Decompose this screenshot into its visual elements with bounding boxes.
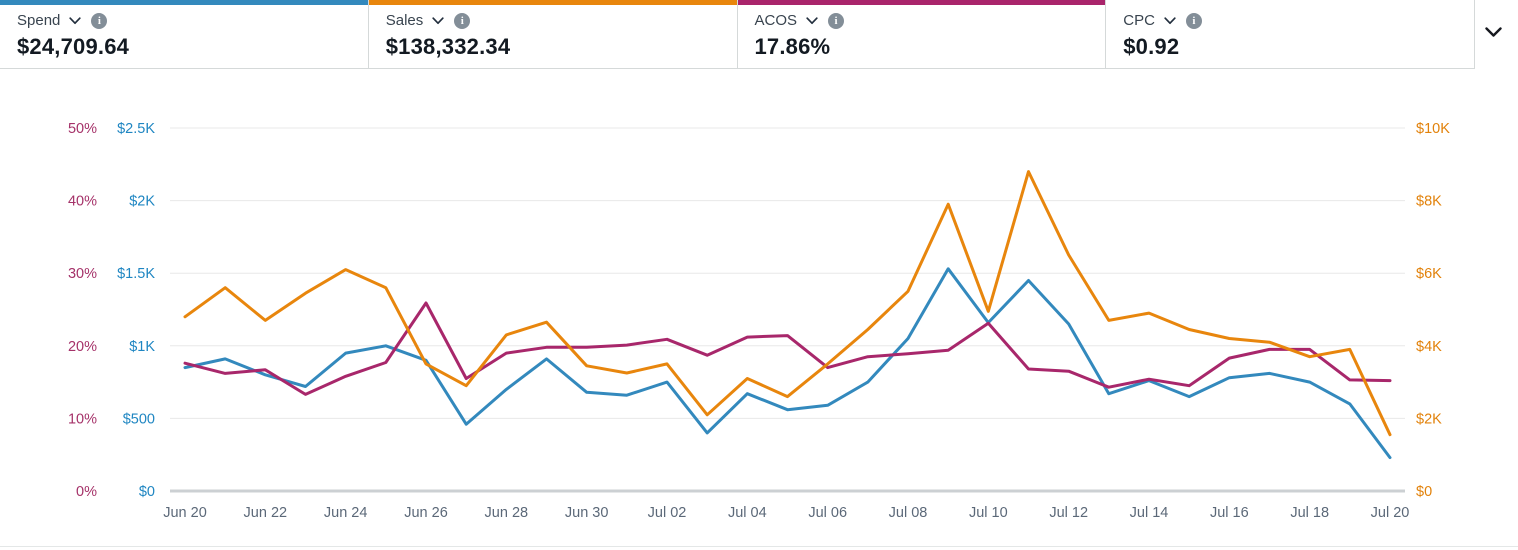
sales-line: [183, 170, 1392, 437]
x-tick-label: Jul 04: [728, 505, 767, 521]
acos-line: [183, 301, 1392, 396]
metric-value: $0.92: [1123, 34, 1180, 59]
metric-dropdown[interactable]: Spend: [17, 11, 82, 31]
metric-card-spend: Spend i $24,709.64: [0, 0, 369, 69]
chevron-down-icon: [432, 17, 444, 25]
y-tick-left_dollar: $1K: [129, 339, 155, 355]
x-tick-label: Jul 10: [969, 505, 1008, 521]
metric-card-acos: ACOS i 17.86%: [737, 0, 1107, 69]
x-tick-label: Jun 24: [324, 505, 368, 521]
y-tick-left_dollar: $2.5K: [117, 121, 155, 137]
x-tick-label: Jun 28: [485, 505, 529, 521]
x-tick-label: Jul 18: [1290, 505, 1329, 521]
metric-card-sales: Sales i $138,332.34: [368, 0, 738, 69]
y-tick-left_percent: 30%: [68, 266, 97, 282]
info-icon[interactable]: i: [1185, 13, 1202, 29]
x-tick-label: Jun 26: [404, 505, 448, 521]
x-tick-label: Jul 12: [1049, 505, 1088, 521]
y-tick-left_dollar: $1.5K: [117, 266, 155, 282]
metric-card-cpc: CPC i $0.92: [1106, 0, 1475, 69]
performance-chart: 0% 10% 20% 30% 40% 50% $0 $500 $1K $1.5K $2K $2.5K $…: [0, 80, 1518, 550]
y-tick-left_percent: 40%: [68, 194, 97, 210]
x-tick-label: Jul 16: [1210, 505, 1249, 521]
metric-cards: Spend i $24,709.64 Sales i: [0, 0, 1475, 69]
metric-label: Sales: [385, 12, 424, 29]
y-tick-right_dollar: $4K: [1416, 339, 1442, 355]
metrics-bar: Spend i $24,709.64 Sales i: [0, 0, 1518, 70]
collapse-chart-button[interactable]: [1483, 24, 1504, 43]
metric-value: $138,332.34: [385, 34, 511, 59]
chevron-down-icon: [69, 17, 82, 25]
metric-label: CPC: [1123, 12, 1155, 29]
x-tick-label: Jul 02: [648, 505, 687, 521]
card-accent-bar: [0, 0, 368, 5]
y-tick-left_dollar: $2K: [129, 194, 155, 210]
y-tick-right_dollar: $10K: [1416, 121, 1450, 137]
x-tick-label: Jul 08: [889, 505, 928, 521]
spend-line: [183, 267, 1392, 460]
y-tick-right_dollar: $6K: [1416, 266, 1442, 282]
y-tick-right_dollar: $8K: [1416, 194, 1442, 210]
y-tick-right_dollar: $0: [1416, 484, 1432, 500]
x-tick-label: Jul 06: [808, 505, 847, 521]
chevron-down-icon: [806, 17, 818, 25]
metric-value: $24,709.64: [17, 34, 130, 59]
x-tick-label: Jul 14: [1130, 505, 1169, 521]
y-tick-right_dollar: $2K: [1416, 411, 1442, 427]
metric-dropdown[interactable]: ACOS: [755, 11, 819, 31]
metric-dropdown[interactable]: Sales: [386, 11, 445, 31]
metric-label: ACOS: [754, 12, 798, 29]
card-accent-bar: [737, 0, 1106, 5]
metric-value: 17.86%: [754, 34, 831, 59]
x-tick-label: Jun 20: [163, 505, 207, 521]
y-tick-left_percent: 50%: [68, 121, 97, 137]
chevron-down-icon: [1164, 17, 1176, 25]
info-icon[interactable]: i: [454, 13, 471, 29]
metric-label: Spend: [17, 12, 61, 29]
y-tick-left_dollar: $500: [123, 411, 155, 427]
chevron-down-icon: [1485, 27, 1502, 37]
x-tick-label: Jun 22: [244, 505, 288, 521]
card-accent-bar: [368, 0, 737, 5]
y-tick-left_dollar: $0: [139, 484, 155, 500]
info-icon[interactable]: i: [828, 13, 845, 29]
divider: [0, 546, 1518, 547]
y-tick-left_percent: 10%: [68, 411, 97, 427]
y-tick-left_percent: 0%: [76, 484, 97, 500]
x-tick-label: Jul 20: [1371, 505, 1410, 521]
info-icon[interactable]: i: [91, 13, 108, 29]
y-tick-left_percent: 20%: [68, 339, 97, 355]
metric-dropdown[interactable]: CPC: [1123, 11, 1176, 31]
x-tick-label: Jun 30: [565, 505, 609, 521]
